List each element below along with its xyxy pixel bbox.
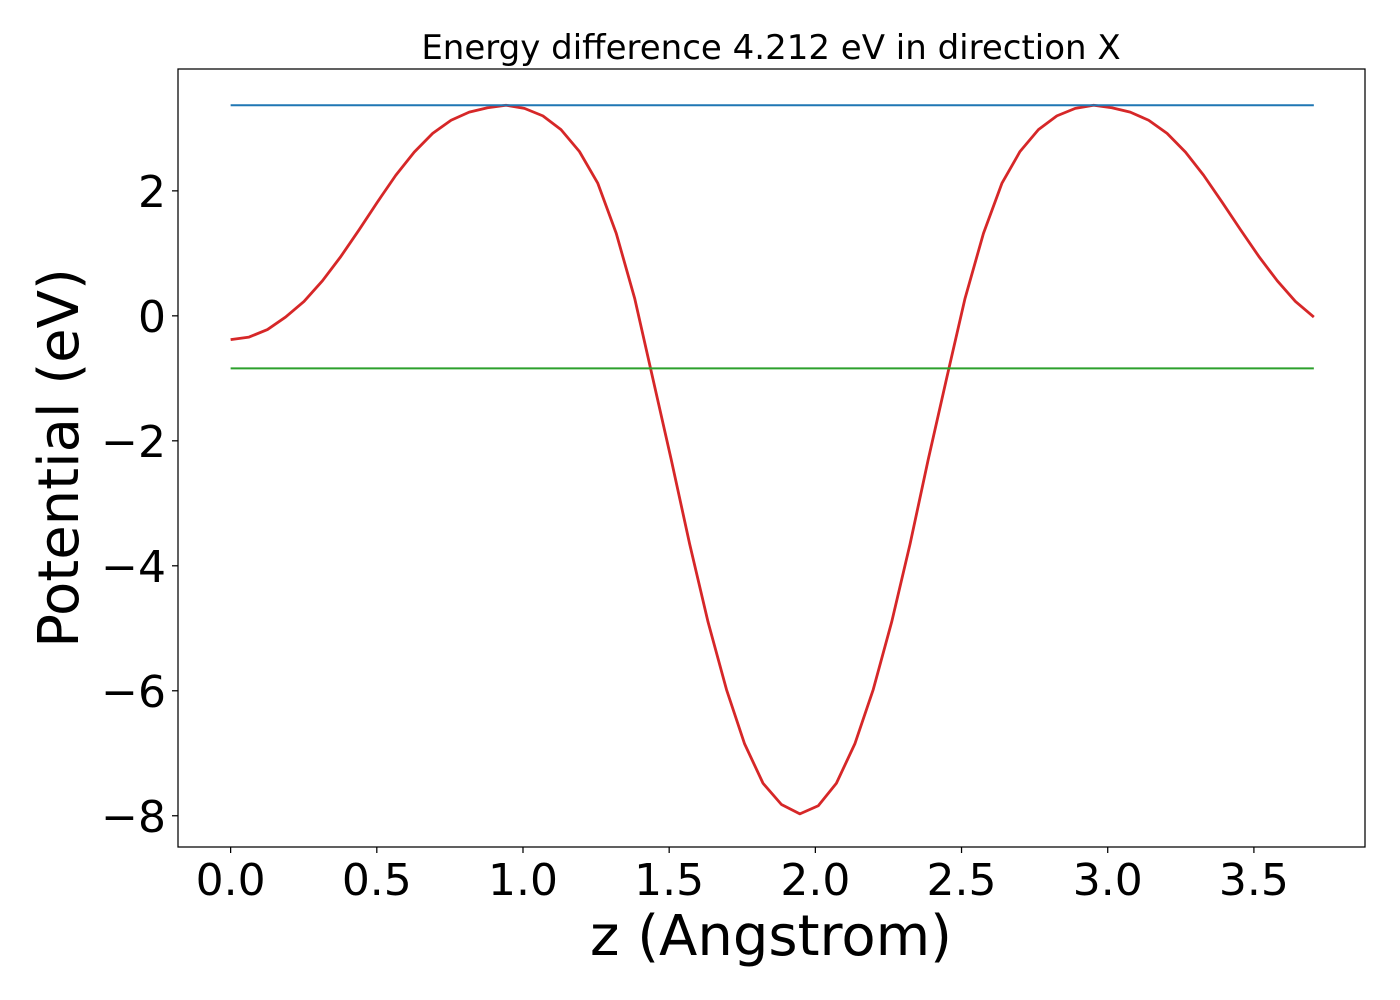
x-tick-label: 3.0 [1073,855,1143,906]
chart-title: Energy difference 4.212 eV in direction … [421,28,1120,68]
x-tick-label: 2.5 [927,855,997,906]
x-tick-label: 1.0 [488,855,558,906]
x-axis-ticks: 0.0 0.5 1.0 1.5 2.0 2.5 3.0 3.5 [196,847,1289,906]
y-tick-label: −2 [101,417,166,468]
y-tick-label: 0 [138,292,166,343]
y-tick-label: −6 [101,667,166,718]
x-tick-label: 2.0 [780,855,850,906]
y-axis-ticks: 2 0 −2 −4 −6 −8 [101,167,178,843]
x-axis-label: z (Angstrom) [590,904,952,969]
x-tick-label: 0.5 [342,855,412,906]
x-tick-label: 0.0 [196,855,266,906]
y-tick-label: −8 [101,792,166,843]
y-tick-label: 2 [138,167,166,218]
y-axis-label: Potential (eV) [27,268,92,648]
y-tick-label: −4 [101,542,166,593]
potential-curve [230,103,1315,816]
x-tick-label: 1.5 [634,855,704,906]
x-tick-label: 3.5 [1219,855,1289,906]
series-layer [230,103,1315,816]
plot-frame [177,68,1366,848]
